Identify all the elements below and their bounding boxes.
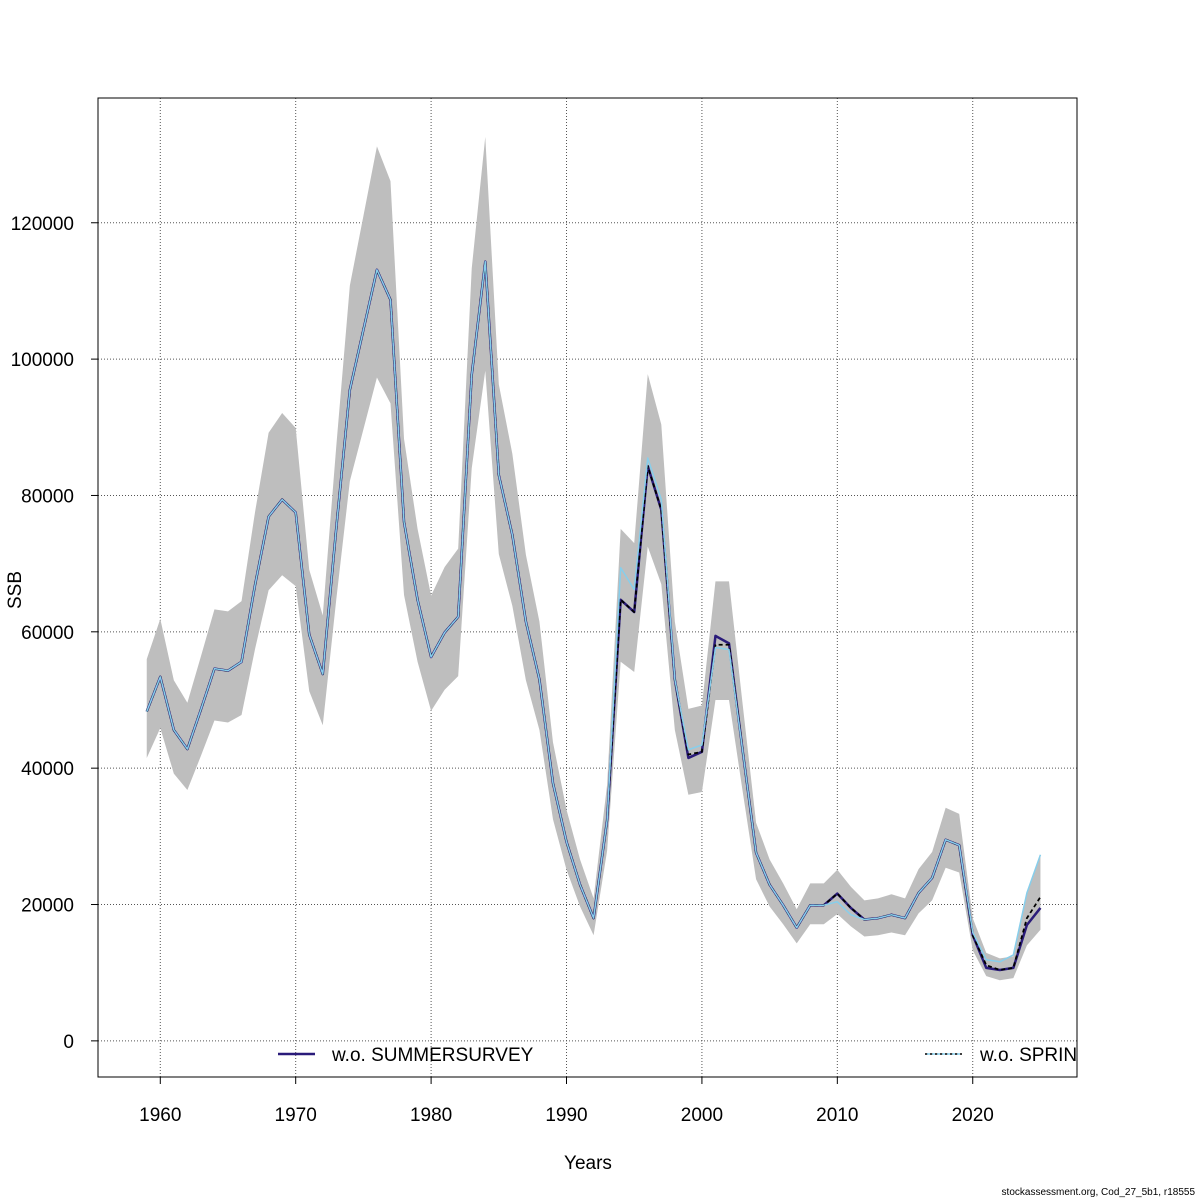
y-tick-label: 60000	[21, 623, 74, 644]
series-line-summersurvey	[145, 260, 1042, 972]
x-tick-label: 1990	[545, 1105, 587, 1126]
x-tick-label: 2010	[816, 1105, 858, 1126]
confidence-band	[146, 136, 1041, 981]
y-tick-label: 80000	[21, 486, 74, 507]
series-line-spring	[146, 260, 1042, 963]
series-line-base	[145, 260, 1042, 971]
footer-credit: stockassessment.org, Cod_27_5b1, r18555	[1002, 1187, 1196, 1198]
y-tick-label: 20000	[21, 896, 74, 917]
y-tick-label: 40000	[21, 759, 74, 780]
y-tick-label: 100000	[11, 350, 74, 371]
legend: w.o. SUMMERSURVEY w.o. SPRIN	[278, 1045, 1077, 1066]
confidence-band-area	[146, 136, 1041, 981]
x-axis: 1960 1970 1980 1990 2000 2010 2020	[139, 1077, 994, 1126]
x-axis-label: Years	[564, 1153, 612, 1174]
y-axis: 0 20000 40000 60000 80000 100000 120000	[11, 214, 98, 1053]
x-tick-label: 2020	[952, 1105, 994, 1126]
legend-item-summersurvey: w.o. SUMMERSURVEY	[278, 1045, 534, 1066]
legend-label-summersurvey: w.o. SUMMERSURVEY	[331, 1045, 534, 1066]
plot-frame	[97, 97, 1078, 1078]
legend-label-spring: w.o. SPRIN	[979, 1045, 1077, 1066]
y-axis-label: SSB	[5, 571, 26, 609]
series-lines	[145, 260, 1042, 972]
grid	[98, 98, 1077, 1077]
y-tick-label: 0	[63, 1032, 74, 1053]
x-tick-label: 2000	[681, 1105, 723, 1126]
x-tick-label: 1960	[139, 1105, 181, 1126]
y-tick-label: 120000	[11, 214, 74, 235]
x-tick-label: 1980	[410, 1105, 452, 1126]
legend-item-spring: w.o. SPRIN	[925, 1045, 1077, 1066]
x-tick-label: 1970	[275, 1105, 317, 1126]
